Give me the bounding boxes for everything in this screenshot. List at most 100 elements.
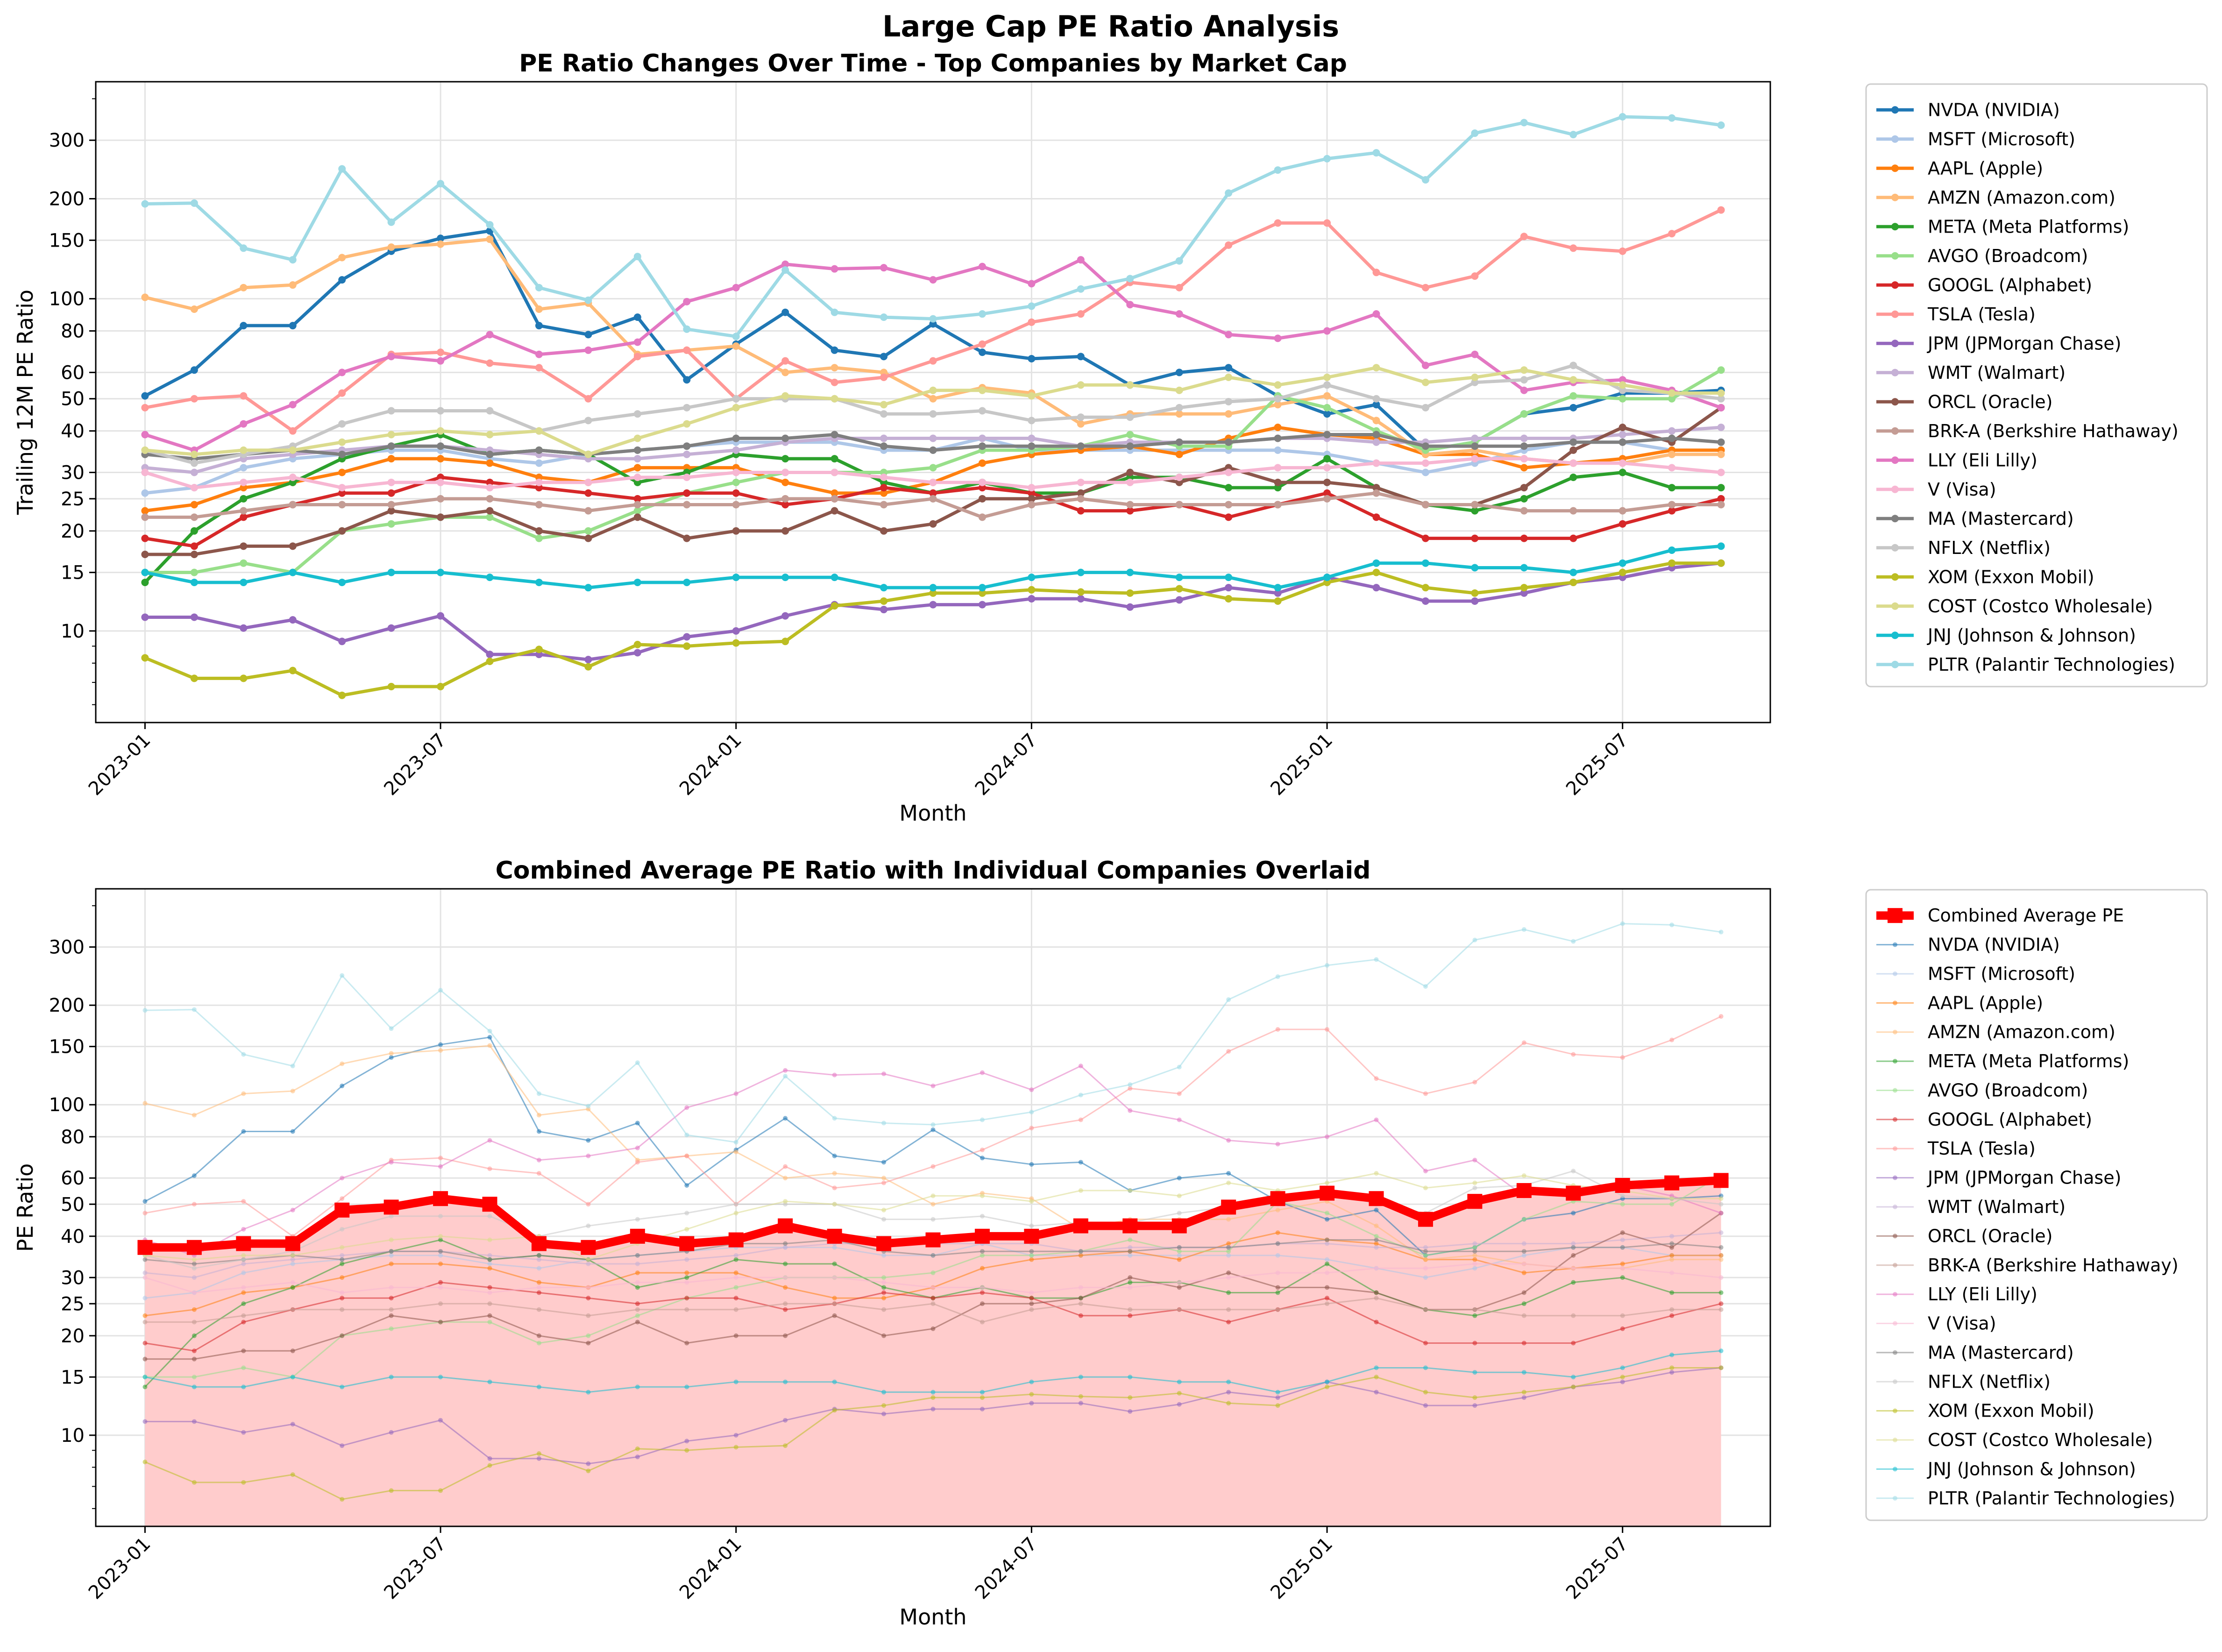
data-point [1078, 1301, 1083, 1306]
data-point [1520, 534, 1528, 542]
legend-label: V (Visa) [1928, 1313, 1996, 1334]
data-point [633, 578, 641, 586]
data-point [1669, 1196, 1675, 1201]
data-point [1717, 450, 1725, 458]
data-point [929, 276, 937, 284]
combined-average-marker [1566, 1185, 1581, 1201]
data-point [586, 1261, 591, 1266]
data-point [387, 489, 395, 497]
data-point [783, 1245, 788, 1250]
data-point [1325, 1270, 1330, 1276]
data-point [1226, 997, 1231, 1002]
data-point [1520, 584, 1528, 592]
data-point [584, 527, 592, 535]
data-point [1374, 1241, 1379, 1246]
data-point [1274, 464, 1282, 472]
data-point [1274, 597, 1282, 605]
data-point [1126, 603, 1134, 611]
data-point [783, 1333, 788, 1338]
data-point [1620, 1266, 1625, 1271]
data-point [1275, 1390, 1280, 1395]
data-point [684, 1257, 689, 1262]
x-tick-label: 2025-07 [1562, 730, 1633, 800]
data-point [536, 1129, 541, 1134]
data-point [290, 1422, 295, 1427]
data-point [1521, 1217, 1526, 1222]
data-point [732, 527, 740, 535]
data-point [1374, 957, 1379, 962]
data-point [1521, 1270, 1526, 1276]
data-point [290, 1257, 295, 1262]
data-point [1669, 1307, 1675, 1312]
data-point [338, 638, 346, 645]
data-point [1275, 1307, 1280, 1312]
data-point [290, 1129, 295, 1134]
data-point [1028, 392, 1036, 400]
data-point [340, 1296, 345, 1301]
data-point [1421, 284, 1429, 291]
y-tick-label: 50 [61, 1194, 85, 1215]
data-point [1620, 1379, 1625, 1384]
data-point [1620, 1275, 1625, 1280]
data-point [1177, 1249, 1182, 1254]
data-point [1372, 431, 1380, 439]
data-point [635, 1270, 640, 1276]
data-point [980, 1301, 985, 1306]
data-point [930, 1406, 936, 1411]
data-point [1520, 376, 1528, 384]
data-point [881, 1290, 887, 1295]
data-point [240, 478, 248, 486]
data-point [535, 446, 543, 454]
x-tick-label: 2023-01 [85, 1533, 155, 1604]
data-point [1472, 1079, 1477, 1085]
data-point [289, 501, 297, 509]
data-point [190, 550, 198, 558]
data-point [1325, 1180, 1330, 1185]
data-point [930, 1217, 936, 1222]
data-point [1323, 219, 1331, 227]
data-point [1471, 564, 1479, 572]
data-point [190, 395, 198, 403]
data-point [438, 1234, 443, 1239]
data-point [1718, 929, 1724, 935]
data-point [586, 1333, 591, 1338]
data-point [1668, 434, 1676, 442]
data-point [1274, 478, 1282, 486]
data-point [1177, 1285, 1182, 1290]
data-point [586, 1202, 591, 1207]
data-point [142, 1375, 148, 1380]
legend-marker [1891, 660, 1899, 668]
data-point [1717, 495, 1725, 503]
data-point [1128, 1395, 1133, 1400]
data-point [389, 1055, 394, 1060]
data-point [1620, 1237, 1625, 1242]
data-point [1571, 1052, 1576, 1057]
data-point [1423, 1245, 1428, 1250]
legend-label: AVGO (Broadcom) [1928, 1080, 2088, 1100]
data-point [1520, 484, 1528, 492]
data-point [1569, 578, 1577, 586]
data-point [1521, 1290, 1526, 1295]
data-point [1128, 1245, 1133, 1250]
data-point [290, 1261, 295, 1266]
combined-average-marker [1171, 1218, 1187, 1234]
data-point [733, 1149, 738, 1155]
data-point [1029, 1301, 1034, 1306]
combined-average-marker [827, 1228, 842, 1244]
data-point [290, 1253, 295, 1258]
data-point [241, 1365, 246, 1370]
data-point [1619, 431, 1626, 439]
data-point [387, 520, 395, 528]
data-point [683, 534, 691, 542]
data-point [635, 1307, 640, 1312]
data-point [1421, 176, 1429, 184]
data-point [1520, 589, 1528, 597]
y-tick-label: 60 [61, 1168, 85, 1189]
data-point [1323, 155, 1331, 163]
data-point [683, 642, 691, 650]
legend-label: WMT (Walmart) [1928, 362, 2066, 383]
data-point [142, 1275, 148, 1280]
data-point [586, 1153, 591, 1158]
data-point [1274, 381, 1282, 389]
x-tick-label: 2023-07 [380, 1533, 450, 1604]
